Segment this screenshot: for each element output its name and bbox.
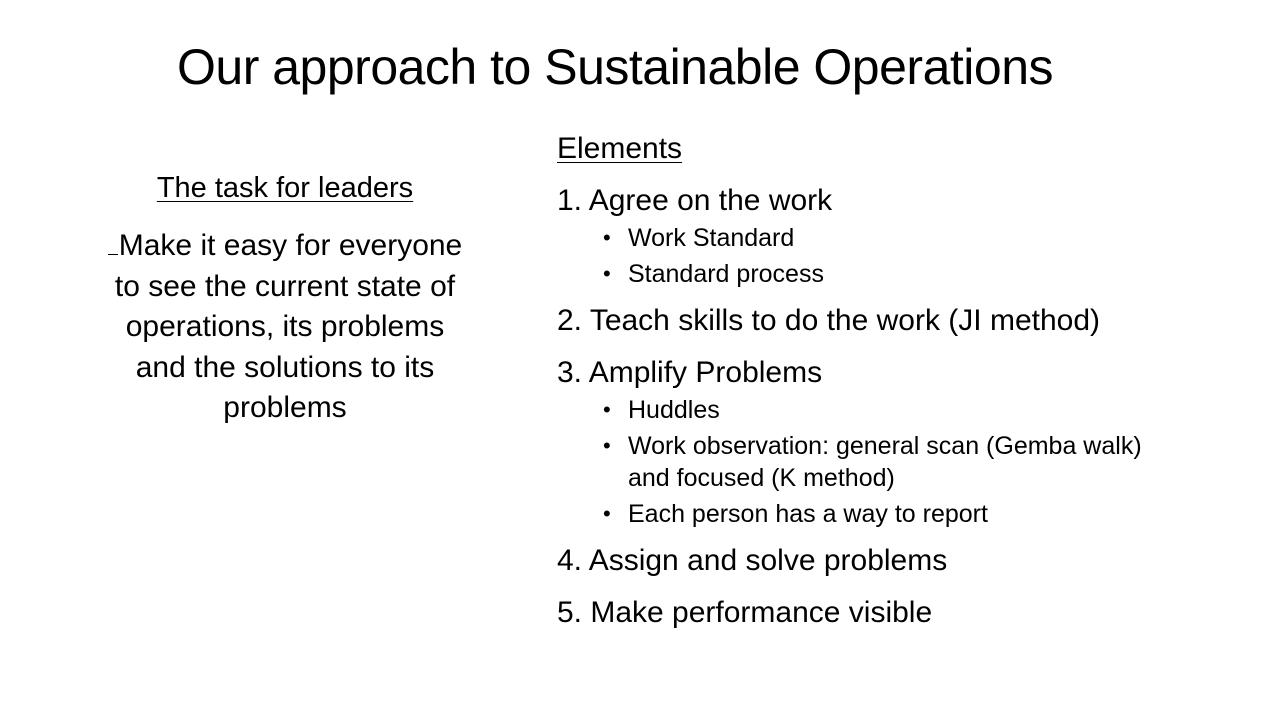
bullet-icon: • — [603, 397, 611, 422]
bullet-icon: • — [603, 433, 611, 458]
leaders-task-panel: The task for leaders Make it easy for ev… — [100, 168, 470, 429]
subitem-text: Work observation: general scan (Gemba wa… — [628, 432, 1142, 492]
element-item-2: 2. Teach skills to do the work (JI metho… — [557, 304, 1101, 337]
element-1-subitems: • Work Standard • Standard process — [557, 222, 1257, 290]
leaders-task-text: Make it easy for everyone to see the cur… — [100, 224, 470, 429]
subitem: • Work observation: general scan (Gemba w… — [557, 430, 1178, 494]
subitem: • Each person has a way to report — [557, 498, 1257, 530]
element-item-1: 1. Agree on the work — [557, 184, 833, 217]
leading-underline-mark — [107, 224, 118, 255]
subitem-text: Standard process — [628, 260, 824, 288]
element-item-5: 5. Make performance visible — [557, 596, 933, 629]
leaders-task-heading: The task for leaders — [156, 172, 414, 204]
bullet-icon: • — [603, 261, 611, 286]
slide-title: Our approach to Sustainable Operations — [177, 39, 1054, 95]
elements-heading: Elements — [557, 132, 683, 165]
subitem: • Huddles — [557, 394, 1257, 426]
element-3-subitems: • Huddles • Work observation: general scan… — [557, 394, 1257, 530]
element-item-3: 3. Amplify Problems — [557, 356, 823, 389]
elements-panel: Elements 1. Agree on the work • Work Stan… — [557, 128, 1257, 634]
bullet-icon: • — [603, 501, 611, 526]
subitem-text: Work Standard — [628, 224, 795, 252]
subitem: • Work Standard — [557, 222, 1257, 254]
subitem-text: Each person has a way to report — [628, 500, 988, 528]
leaders-task-body: Make it easy for everyone to see the cur… — [114, 229, 463, 424]
bullet-icon: • — [603, 225, 611, 250]
element-item-4: 4. Assign and solve problems — [557, 544, 948, 577]
subitem: • Standard process — [557, 258, 1257, 290]
subitem-text: Huddles — [628, 396, 720, 424]
